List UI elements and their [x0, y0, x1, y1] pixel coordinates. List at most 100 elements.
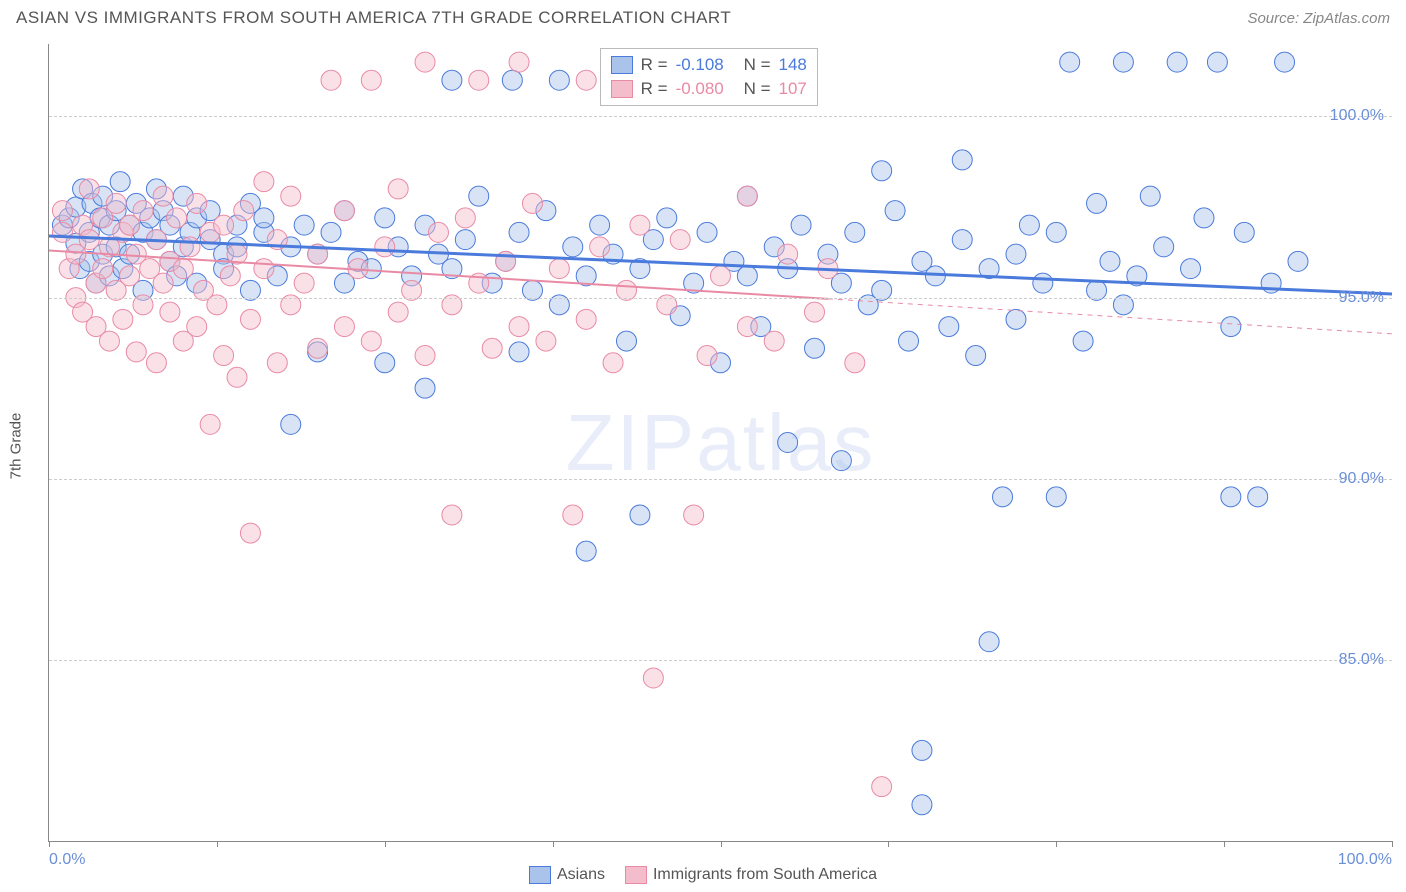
scatter-svg [49, 44, 1392, 841]
gridline [49, 660, 1392, 661]
scatter-point [388, 179, 408, 199]
scatter-point [1221, 317, 1241, 337]
scatter-point [254, 259, 274, 279]
scatter-point [502, 70, 522, 90]
scatter-point [670, 230, 690, 250]
scatter-point [966, 346, 986, 366]
legend-swatch [529, 866, 551, 884]
scatter-point [428, 222, 448, 242]
bottom-legend: AsiansImmigrants from South America [0, 866, 1406, 884]
x-tick [888, 841, 889, 847]
stat-r-label: R = [641, 55, 668, 75]
stats-legend-box: R =-0.108N =148R =-0.080N =107 [600, 48, 818, 106]
scatter-point [254, 172, 274, 192]
scatter-point [167, 208, 187, 228]
scatter-point [321, 222, 341, 242]
x-tick [49, 841, 50, 847]
scatter-point [240, 309, 260, 329]
scatter-point [1046, 222, 1066, 242]
scatter-point [509, 222, 529, 242]
scatter-point [281, 186, 301, 206]
scatter-point [173, 259, 193, 279]
x-tick [1056, 841, 1057, 847]
scatter-point [281, 414, 301, 434]
scatter-point [899, 331, 919, 351]
scatter-point [153, 273, 173, 293]
scatter-point [442, 505, 462, 525]
scatter-point [1113, 52, 1133, 72]
scatter-point [455, 208, 475, 228]
scatter-point [267, 353, 287, 373]
scatter-point [563, 505, 583, 525]
scatter-point [697, 346, 717, 366]
scatter-point [737, 317, 757, 337]
scatter-point [187, 317, 207, 337]
scatter-point [872, 161, 892, 181]
scatter-point [979, 632, 999, 652]
stat-r-label: R = [641, 79, 668, 99]
stat-n-value: 148 [779, 55, 807, 75]
scatter-point [1060, 52, 1080, 72]
scatter-point [415, 378, 435, 398]
scatter-point [1221, 487, 1241, 507]
scatter-point [469, 70, 489, 90]
scatter-point [1207, 52, 1227, 72]
scatter-point [737, 186, 757, 206]
scatter-point [952, 150, 972, 170]
scatter-point [133, 201, 153, 221]
scatter-point [375, 353, 395, 373]
scatter-point [375, 208, 395, 228]
plot-area: ZIPatlas R =-0.108N =148R =-0.080N =107 … [48, 44, 1392, 842]
scatter-point [576, 70, 596, 90]
scatter-point [509, 52, 529, 72]
scatter-point [590, 237, 610, 257]
scatter-point [590, 215, 610, 235]
stat-r-value: -0.080 [676, 79, 736, 99]
scatter-point [657, 208, 677, 228]
scatter-point [630, 505, 650, 525]
scatter-point [509, 342, 529, 362]
legend-item: Asians [529, 866, 605, 884]
scatter-point [294, 215, 314, 235]
scatter-point [180, 237, 200, 257]
scatter-point [361, 70, 381, 90]
scatter-point [220, 266, 240, 286]
scatter-point [509, 317, 529, 337]
scatter-point [1100, 251, 1120, 271]
scatter-point [99, 331, 119, 351]
stats-row: R =-0.080N =107 [611, 77, 807, 101]
scatter-point [120, 266, 140, 286]
scatter-point [1006, 309, 1026, 329]
scatter-point [778, 433, 798, 453]
x-tick [217, 841, 218, 847]
scatter-point [805, 302, 825, 322]
scatter-point [52, 201, 72, 221]
scatter-point [455, 230, 475, 250]
scatter-point [254, 208, 274, 228]
scatter-point [576, 541, 596, 561]
scatter-point [321, 70, 341, 90]
chart-title: ASIAN VS IMMIGRANTS FROM SOUTH AMERICA 7… [16, 8, 731, 28]
scatter-point [697, 222, 717, 242]
gridline [49, 116, 1392, 117]
scatter-point [616, 331, 636, 351]
x-tick [1224, 841, 1225, 847]
scatter-point [1154, 237, 1174, 257]
scatter-point [778, 244, 798, 264]
scatter-point [214, 346, 234, 366]
x-tick [385, 841, 386, 847]
legend-label: Asians [557, 866, 605, 884]
scatter-point [563, 237, 583, 257]
stat-n-label: N = [744, 55, 771, 75]
y-axis-title: 7th Grade [8, 413, 25, 480]
scatter-point [831, 451, 851, 471]
stats-row: R =-0.108N =148 [611, 53, 807, 77]
scatter-point [1275, 52, 1295, 72]
scatter-point [1087, 193, 1107, 213]
scatter-point [375, 237, 395, 257]
source-attribution: Source: ZipAtlas.com [1247, 10, 1390, 27]
scatter-point [1234, 222, 1254, 242]
scatter-point [110, 172, 130, 192]
scatter-point [361, 331, 381, 351]
y-tick-label: 100.0% [1330, 107, 1384, 125]
